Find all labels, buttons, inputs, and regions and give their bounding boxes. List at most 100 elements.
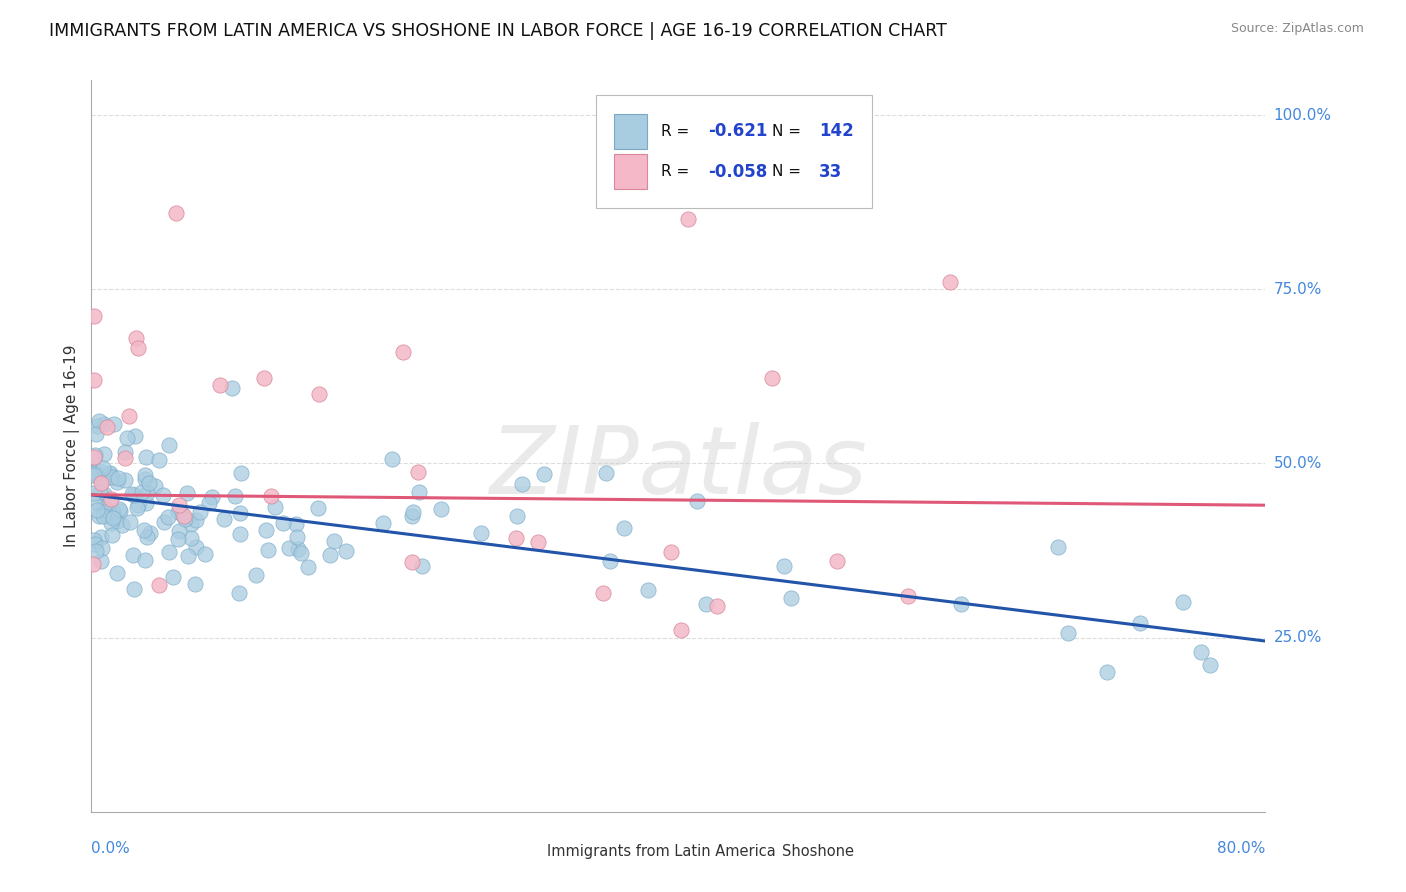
Point	[105, 514, 128, 528]
Point	[319, 548, 342, 562]
Point	[228, 586, 250, 600]
Point	[827, 554, 849, 568]
Text: 80.0%: 80.0%	[1218, 841, 1265, 856]
Point	[86, 419, 108, 434]
Point	[87, 509, 110, 524]
Point	[148, 578, 170, 592]
Point	[100, 516, 122, 530]
Point	[253, 371, 276, 385]
Point	[84, 468, 107, 483]
Point	[297, 560, 319, 574]
Point	[221, 381, 243, 395]
Point	[373, 516, 395, 531]
Point	[152, 488, 174, 502]
Point	[84, 537, 107, 551]
Point	[1173, 595, 1195, 609]
Point	[98, 495, 121, 509]
Point	[780, 591, 803, 605]
Point	[167, 505, 190, 519]
Point	[165, 205, 187, 219]
Point	[184, 513, 207, 527]
Point	[94, 507, 117, 521]
Point	[950, 597, 973, 611]
Point	[263, 500, 285, 515]
Point	[132, 523, 155, 537]
Point	[90, 475, 112, 490]
Point	[278, 541, 301, 555]
Point	[506, 508, 529, 523]
Point	[107, 566, 129, 580]
Point	[939, 275, 962, 289]
Y-axis label: In Labor Force | Age 16-19: In Labor Force | Age 16-19	[65, 344, 80, 548]
Point	[122, 582, 145, 596]
Point	[162, 570, 184, 584]
Text: R =: R =	[661, 164, 695, 179]
Point	[91, 500, 114, 514]
Point	[83, 467, 105, 482]
Point	[229, 527, 252, 541]
Point	[83, 495, 105, 509]
Point	[201, 490, 224, 504]
Point	[111, 517, 134, 532]
Point	[706, 599, 728, 613]
Point	[103, 506, 125, 520]
Point	[257, 542, 280, 557]
FancyBboxPatch shape	[515, 841, 540, 863]
Point	[695, 597, 717, 611]
Point	[180, 516, 202, 531]
Point	[592, 585, 614, 599]
Point	[176, 485, 198, 500]
Point	[408, 484, 430, 499]
Point	[91, 508, 114, 523]
Text: ZIPatlas: ZIPatlas	[489, 423, 868, 514]
Point	[91, 541, 114, 555]
Point	[167, 524, 190, 539]
Text: 0.0%: 0.0%	[91, 841, 131, 856]
Point	[157, 545, 180, 559]
Point	[430, 501, 453, 516]
Point	[83, 373, 105, 387]
Point	[1056, 626, 1078, 640]
Point	[90, 472, 112, 486]
Point	[761, 371, 783, 385]
Point	[157, 438, 180, 452]
Point	[308, 386, 330, 401]
Point	[1097, 665, 1119, 679]
Point	[89, 484, 111, 499]
Point	[134, 472, 156, 486]
Point	[127, 342, 149, 356]
Point	[101, 511, 124, 525]
FancyBboxPatch shape	[614, 154, 647, 189]
Point	[83, 467, 105, 481]
Point	[91, 474, 114, 488]
Text: Immigrants from Latin America: Immigrants from Latin America	[547, 845, 776, 860]
Point	[599, 554, 621, 568]
Point	[659, 544, 682, 558]
Point	[135, 450, 157, 464]
Text: 100.0%: 100.0%	[1274, 108, 1331, 122]
Point	[180, 532, 202, 546]
Point	[167, 498, 190, 512]
Point	[152, 515, 174, 529]
Text: -0.621: -0.621	[707, 122, 768, 140]
Point	[897, 589, 920, 603]
Point	[108, 501, 131, 516]
Point	[401, 555, 423, 569]
Text: 75.0%: 75.0%	[1274, 282, 1322, 297]
Point	[98, 467, 121, 481]
Point	[127, 501, 149, 516]
Point	[101, 508, 124, 523]
Point	[83, 533, 105, 548]
Point	[105, 475, 128, 489]
Point	[527, 535, 550, 549]
Point	[84, 448, 107, 462]
Point	[254, 523, 277, 537]
Point	[260, 489, 283, 503]
Point	[224, 489, 246, 503]
Point	[1129, 615, 1152, 630]
Text: Shoshone: Shoshone	[782, 845, 853, 860]
Text: 50.0%: 50.0%	[1274, 456, 1322, 471]
Point	[93, 487, 115, 501]
Point	[287, 542, 309, 557]
Point	[125, 331, 148, 345]
